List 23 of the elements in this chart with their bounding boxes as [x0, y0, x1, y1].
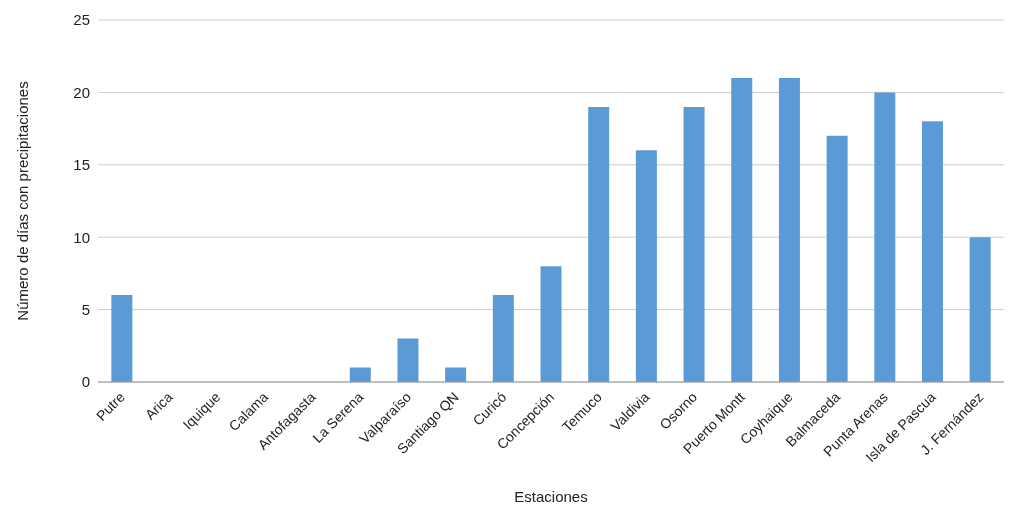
bar	[349, 367, 371, 382]
bar	[540, 266, 562, 382]
y-tick-label: 0	[81, 373, 90, 391]
bar	[778, 77, 800, 382]
y-axis-title: Número de días con precipitaciones	[14, 81, 32, 321]
bar	[588, 106, 610, 382]
bar	[445, 367, 467, 382]
bar	[826, 135, 848, 382]
x-axis-title: Estaciones	[514, 488, 588, 505]
y-tick-label: 10	[73, 228, 90, 246]
y-tick-label: 15	[73, 156, 90, 174]
bar	[683, 106, 705, 382]
bar	[492, 295, 514, 382]
bar	[874, 92, 896, 382]
bar	[111, 295, 133, 382]
bar	[921, 121, 943, 382]
bar	[635, 150, 657, 382]
y-tick-label: 25	[73, 11, 90, 29]
bar	[397, 338, 419, 382]
bar	[731, 77, 753, 382]
y-tick-label: 20	[73, 83, 90, 101]
bar	[969, 237, 991, 382]
y-tick-label: 5	[81, 300, 90, 318]
